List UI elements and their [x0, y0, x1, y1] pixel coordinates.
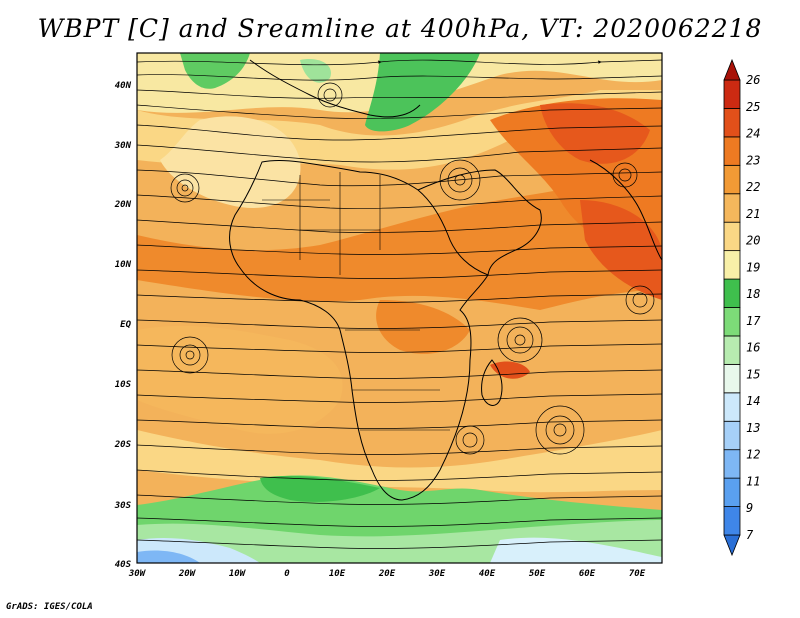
colorbar-swatch: [723, 420, 741, 451]
wbpt-region-15: [490, 537, 662, 563]
colorbar-tick-label: 14: [746, 394, 760, 408]
streamlines: [137, 59, 662, 549]
wbpt-region-17-north-west: [180, 53, 250, 89]
colorbar-swatch: [723, 506, 741, 536]
colorbar-tick-label: 21: [746, 207, 760, 221]
lon-tick-label: 10W: [229, 569, 247, 579]
map-frame: [136, 52, 663, 564]
colorbar-tick-label: 16: [746, 341, 760, 355]
colorbar-swatch: [723, 108, 741, 138]
lon-tick-label: 60E: [579, 569, 596, 579]
lat-tick-label: 40N: [115, 81, 132, 91]
colorbar-swatch: [723, 164, 741, 195]
colorbar-tick-label: 26: [746, 73, 760, 87]
colorbar-swatch: [723, 477, 741, 507]
colorbar-min-arrow: [723, 534, 741, 557]
colorbar-tick-label: 19: [746, 260, 760, 274]
lon-tick-label: 20E: [378, 569, 396, 579]
arabia-coastline: [417, 169, 542, 276]
lon-tick-label: 30E: [428, 569, 446, 579]
wbpt-region-18-south: [260, 475, 380, 502]
wbpt-region-19-west: [160, 116, 301, 208]
india-coastline: [589, 159, 662, 261]
wbpt-region-20-south: [137, 430, 662, 493]
colorbar-tick-label: 22: [746, 180, 760, 194]
colorbar-max-arrow: [723, 58, 741, 81]
colorbar-legend: 7 9 11 12 13 14 15 16 17 18 19 20 21 22 23 24 25 26: [723, 58, 761, 557]
wbpt-region-24: [540, 103, 650, 164]
madagascar-coastline: [481, 359, 503, 406]
lon-tick-label: 50E: [529, 569, 546, 579]
lon-tick-label: 30W: [128, 569, 147, 579]
colorbar-swatch: [723, 335, 741, 365]
wbpt-region-22: [137, 170, 662, 310]
lat-tick-label: 30N: [114, 141, 132, 151]
lat-tick-label: 10S: [115, 380, 132, 390]
wbpt-region-17-north-east: [365, 53, 480, 132]
colorbar-swatch: [723, 363, 741, 394]
colorbar-swatch: [723, 193, 741, 223]
colorbar-swatch: [723, 449, 741, 479]
credit-label: GrADS: IGES/COLA: [6, 602, 93, 612]
chart-title: WBPT [C] and Sreamline at 400hPa, VT: 20…: [37, 14, 763, 43]
colorbar-tick-label: 20: [746, 234, 760, 248]
lon-tick-label: 20W: [178, 569, 197, 579]
latitude-axis: 40N 30N 20N 10N EQ 10S 20S 30S 40S: [114, 81, 132, 570]
colorbar-tick-label: 18: [746, 287, 760, 301]
colorbar-swatch: [723, 79, 741, 109]
colorbar-swatch: [723, 278, 741, 308]
lat-tick-label: 40S: [115, 560, 132, 570]
colorbar-swatch: [723, 136, 741, 166]
colorbar-tick-label: 9: [746, 501, 753, 515]
lon-tick-label: 70E: [629, 569, 646, 579]
colorbar-swatch: [723, 221, 741, 252]
africa-coastline: [229, 160, 489, 501]
colorbar-tick-label: 7: [746, 528, 754, 542]
coastlines: [229, 59, 662, 501]
lat-tick-label: 10N: [115, 260, 132, 270]
map-field: [137, 53, 662, 563]
colorbar-tick-label: 24: [746, 127, 760, 141]
mediterranean-coastline: [249, 59, 421, 118]
colorbar-swatch: [723, 392, 741, 422]
lon-tick-label: 40E: [479, 569, 496, 579]
wbpt-region-12: [137, 550, 200, 563]
wbpt-region-24-east: [580, 200, 662, 300]
lat-tick-label: 20N: [114, 200, 132, 210]
colorbar-tick-label: 13: [746, 421, 760, 435]
lat-tick-label: 20S: [114, 440, 132, 450]
wbpt-region-22-central: [376, 300, 470, 354]
wbpt-region-21: [137, 325, 343, 434]
longitude-axis: 30W 20W 10W 0 10E 20E 30E 40E 50E 60E 70…: [128, 569, 646, 579]
colorbar-tick-label: 12: [746, 448, 760, 462]
lon-tick-label: 0: [284, 569, 290, 579]
lat-tick-label: EQ: [120, 320, 131, 330]
colorbar-swatch: [723, 250, 741, 280]
colorbar-swatch: [723, 307, 741, 337]
colorbar-tick-label: 17: [746, 314, 761, 328]
lon-tick-label: 10E: [329, 569, 346, 579]
colorbar-tick-label: 25: [746, 100, 760, 114]
colorbar-tick-label: 15: [746, 367, 760, 381]
colorbar-tick-label: 23: [746, 153, 760, 167]
colorbar-tick-label: 11: [746, 474, 760, 488]
country-borders: [262, 172, 450, 431]
lat-tick-label: 30S: [114, 501, 132, 511]
